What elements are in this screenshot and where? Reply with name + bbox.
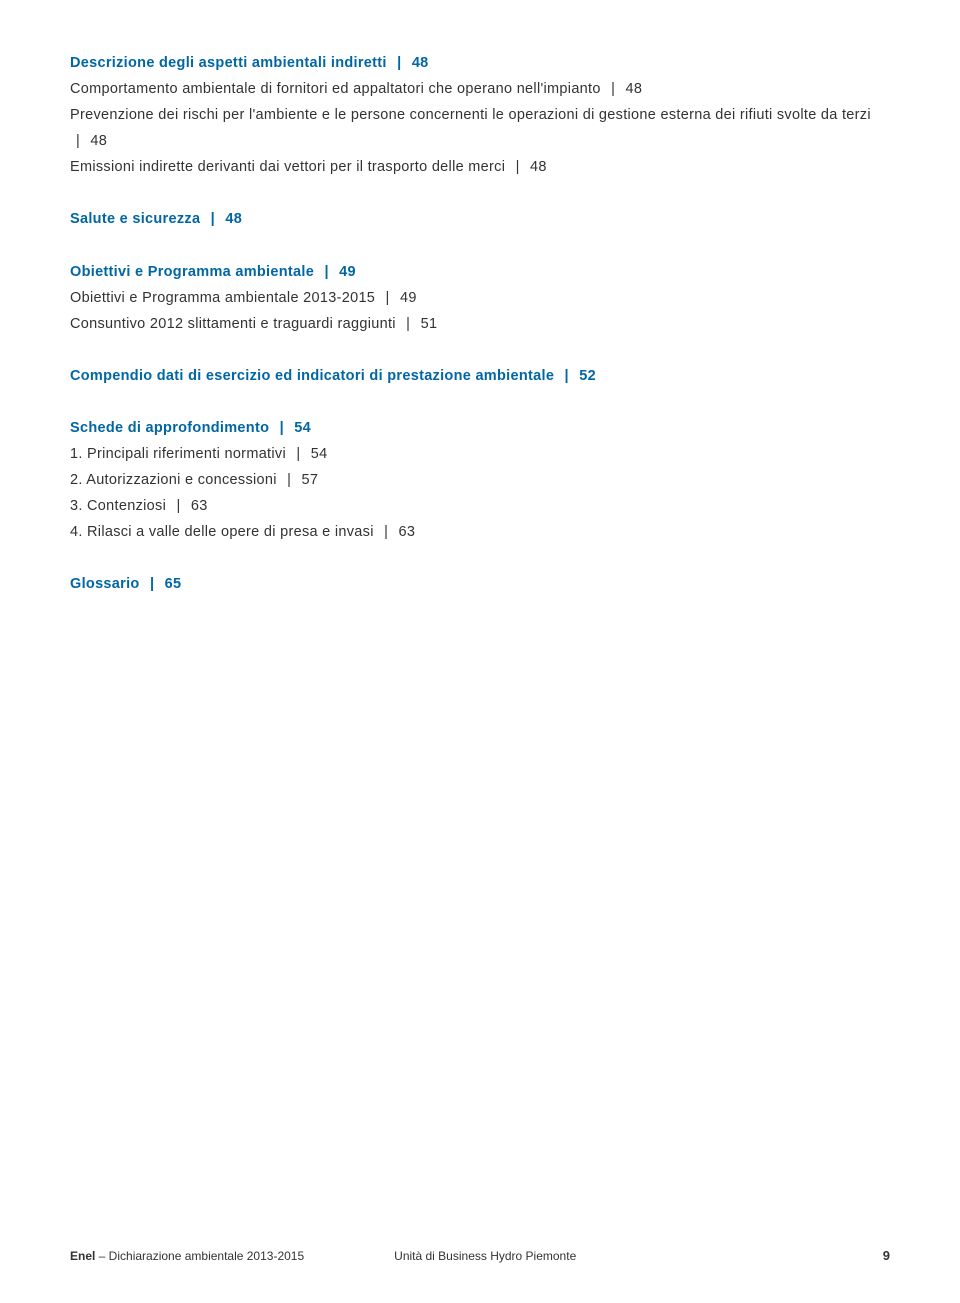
toc-section-heading: Glossario | 65 [70,571,890,597]
toc-section-heading: Descrizione degli aspetti ambientali ind… [70,50,890,76]
separator: | [176,498,180,514]
entry-page: 54 [311,446,328,462]
separator: | [565,368,569,384]
heading-page: 49 [339,264,356,280]
entry-label: Obiettivi e Programma ambientale 2013-20… [70,290,375,306]
toc-entry: Emissioni indirette derivanti dai vettor… [70,154,890,180]
entry-page: 48 [626,81,643,97]
entry-page: 63 [399,524,416,540]
heading-text: Schede di approfondimento [70,420,269,436]
separator: | [406,316,410,332]
entry-label: Consuntivo 2012 slittamenti e traguardi … [70,316,396,332]
separator: | [324,264,328,280]
entry-page: 63 [191,498,208,514]
heading-page: 65 [165,576,182,592]
toc-entry: 1. Principali riferimenti normativi | 54 [70,441,890,467]
separator: | [516,159,520,175]
entry-page: 51 [421,316,438,332]
page-number: 9 [576,1248,890,1263]
separator: | [280,420,284,436]
separator: | [296,446,300,462]
separator: | [611,81,615,97]
separator: | [76,133,80,149]
entry-label: 1. Principali riferimenti normativi [70,446,286,462]
heading-text: Compendio dati di esercizio ed indicator… [70,368,554,384]
page-footer: Enel – Dichiarazione ambientale 2013-201… [70,1248,890,1263]
toc-entry: Comportamento ambientale di fornitori ed… [70,76,890,102]
entry-page: 57 [302,472,319,488]
heading-text: Salute e sicurezza [70,211,200,227]
entry-label: 4. Rilasci a valle delle opere di presa … [70,524,374,540]
toc-entry: Consuntivo 2012 slittamenti e traguardi … [70,311,890,337]
toc-entry: 3. Contenziosi | 63 [70,493,890,519]
entry-page: 48 [90,133,107,149]
entry-label: 3. Contenziosi [70,498,166,514]
footer-doc-title: – Dichiarazione ambientale 2013-2015 [95,1249,304,1263]
separator: | [287,472,291,488]
separator: | [211,211,215,227]
entry-label: Comportamento ambientale di fornitori ed… [70,81,601,97]
entry-page: 48 [530,159,547,175]
heading-page: 54 [294,420,311,436]
separator: | [386,290,390,306]
heading-text: Descrizione degli aspetti ambientali ind… [70,55,387,71]
toc-entry: 4. Rilasci a valle delle opere di presa … [70,519,890,545]
toc-section-heading: Salute e sicurezza | 48 [70,206,890,232]
heading-text: Glossario [70,576,140,592]
entry-page: 49 [400,290,417,306]
toc-section-heading: Obiettivi e Programma ambientale | 49 [70,259,890,285]
toc-entry: 2. Autorizzazioni e concessioni | 57 [70,467,890,493]
separator: | [384,524,388,540]
separator: | [150,576,154,592]
heading-page: 52 [579,368,596,384]
footer-brand: Enel [70,1249,95,1263]
toc-entry: Prevenzione dei rischi per l'ambiente e … [70,102,890,154]
heading-text: Obiettivi e Programma ambientale [70,264,314,280]
toc-section-heading: Schede di approfondimento | 54 [70,415,890,441]
table-of-contents: Descrizione degli aspetti ambientali ind… [70,50,890,598]
heading-page: 48 [412,55,429,71]
separator: | [397,55,401,71]
footer-unit: Unità di Business Hydro Piemonte [394,1249,576,1263]
entry-label: Prevenzione dei rischi per l'ambiente e … [70,107,871,123]
footer-left: Enel – Dichiarazione ambientale 2013-201… [70,1249,304,1263]
entry-label: Emissioni indirette derivanti dai vettor… [70,159,505,175]
toc-entry: Obiettivi e Programma ambientale 2013-20… [70,285,890,311]
heading-page: 48 [225,211,242,227]
toc-section-heading: Compendio dati di esercizio ed indicator… [70,363,890,389]
entry-label: 2. Autorizzazioni e concessioni [70,472,277,488]
